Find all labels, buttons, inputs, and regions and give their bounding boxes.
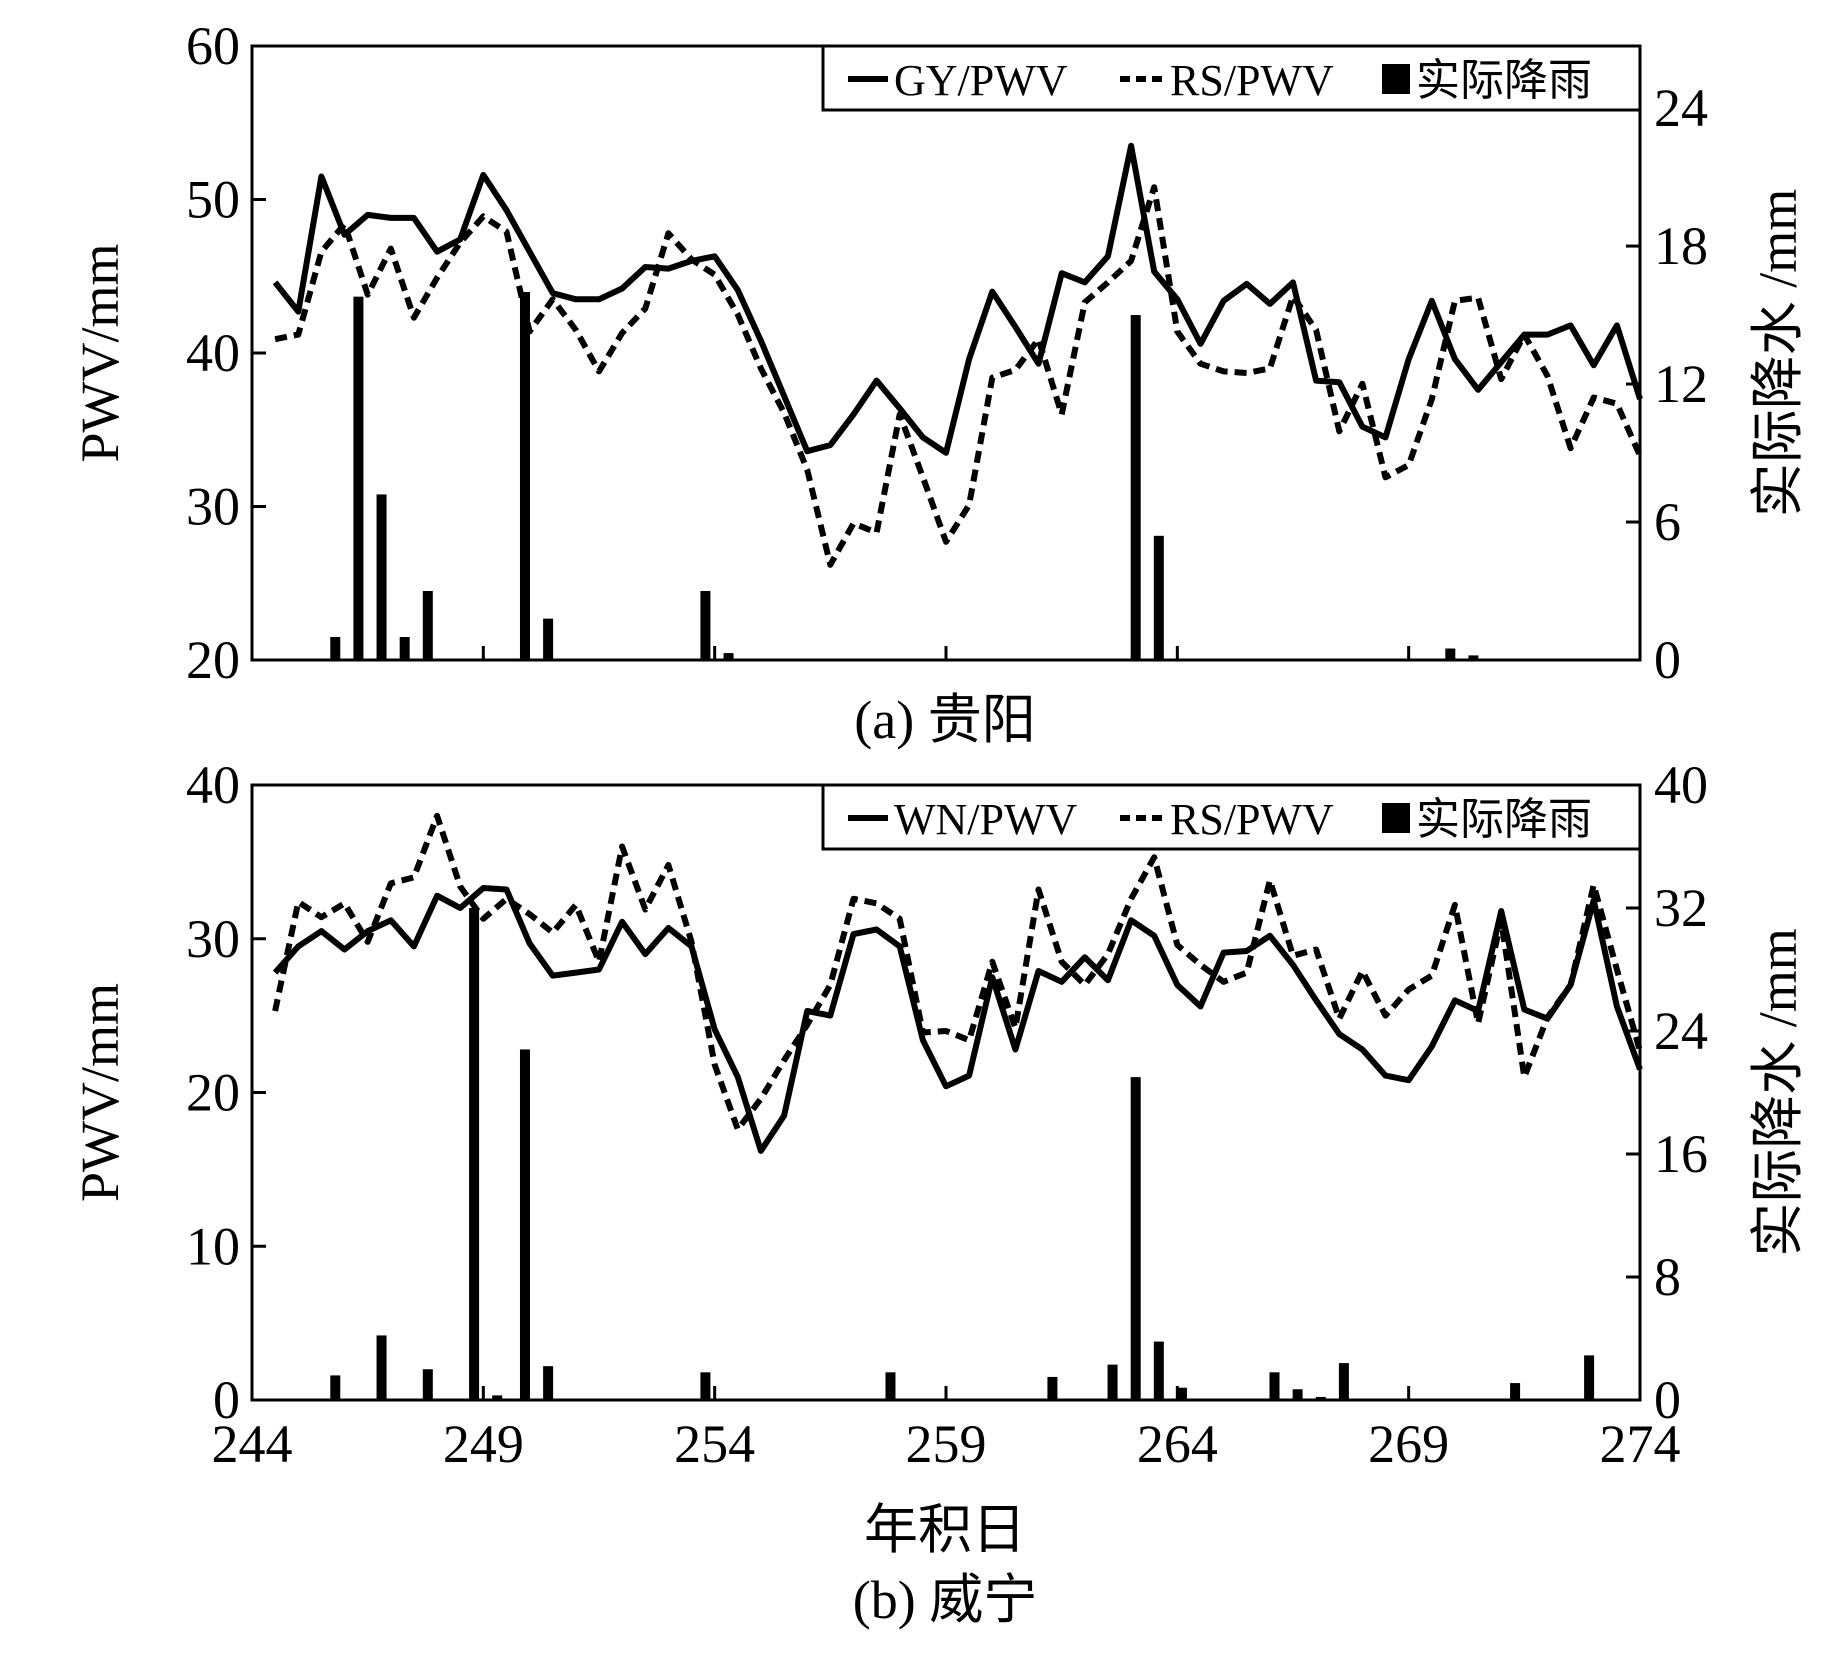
rain-bar	[885, 1372, 896, 1400]
y-left-tick-label: 50	[186, 170, 240, 230]
rain-bar	[1445, 648, 1456, 660]
rain-bar	[1269, 1372, 1280, 1400]
y-right-axis-title: 实际降水 /mm	[1748, 189, 1808, 518]
legend-swatch-bar	[1382, 64, 1410, 94]
rain-bar	[1176, 1387, 1187, 1400]
rain-bar	[700, 591, 711, 660]
series-line-rs-pwv	[274, 184, 1643, 568]
rain-bar	[422, 1369, 433, 1400]
x-tick-label: 269	[1368, 1414, 1449, 1474]
y-left-tick-label: 20	[186, 1063, 240, 1123]
legend-label: WN/PWV	[894, 795, 1078, 844]
y-right-tick-label: 0	[1654, 630, 1681, 690]
rain-bar	[1338, 1363, 1349, 1400]
y-left-tick-label: 40	[186, 323, 240, 383]
legend-label: RS/PWV	[1170, 56, 1334, 105]
x-tick-label: 244	[212, 1414, 293, 1474]
rain-bar	[700, 1372, 711, 1400]
x-tick-label: 264	[1137, 1414, 1218, 1474]
y-left-tick-label: 10	[186, 1216, 240, 1276]
rain-bar	[1130, 315, 1141, 660]
plot-frame	[250, 44, 1642, 662]
rain-bar	[469, 908, 480, 1400]
y-right-tick-label: 24	[1654, 78, 1708, 138]
rain-bar	[1107, 1364, 1118, 1400]
legend-label: RS/PWV	[1170, 795, 1334, 844]
rain-bar	[543, 1366, 554, 1400]
rain-bar	[723, 653, 734, 660]
rain-bar	[519, 292, 530, 660]
rain-bar	[1584, 1355, 1595, 1400]
y-right-tick-label: 8	[1654, 1247, 1681, 1307]
y-left-tick-label: 30	[186, 477, 240, 537]
panel-caption: (b) 威宁	[853, 1570, 1037, 1630]
x-tick-label: 274	[1600, 1414, 1681, 1474]
rain-bar	[1510, 1383, 1521, 1400]
legend-label: 实际降雨	[1416, 795, 1592, 844]
y-right-tick-label: 24	[1654, 1001, 1708, 1061]
series-line-gy-pwv	[272, 142, 1643, 456]
y-left-tick-label: 20	[186, 630, 240, 690]
x-tick-label: 259	[906, 1414, 987, 1474]
panel-b: 0 10 20 30 40 0 8 16 24 32 40 PWV/mm 实际降水 /mm WN/PWV R…	[70, 755, 1808, 1630]
y-right-axis-title: 实际降水 /mm	[1748, 928, 1808, 1257]
rain-bar	[330, 637, 341, 660]
legend-box	[821, 783, 1642, 851]
rain-bar	[422, 591, 433, 660]
y-right-tick-label: 0	[1654, 1370, 1681, 1430]
legend-label: GY/PWV	[894, 56, 1068, 105]
rain-bar	[1130, 1077, 1141, 1400]
rain-bar	[543, 618, 554, 660]
series-line-wn-pwv	[272, 885, 1643, 1154]
legend-swatch-bar	[1382, 803, 1410, 833]
y-right-tick-label: 40	[1654, 755, 1708, 815]
panel-a: 20 30 40 50 60 0 6 12 18 24 PWV/mm 实际降水 /mm GY/PWV RS…	[70, 16, 1808, 750]
y-right-tick-label: 6	[1654, 492, 1681, 552]
rain-bar	[1153, 1341, 1164, 1400]
rain-bar	[1292, 1389, 1303, 1400]
y-left-tick-label: 0	[213, 1370, 240, 1430]
rain-bar	[1153, 535, 1164, 660]
rain-bar	[519, 1049, 530, 1400]
rain-bar	[1315, 1396, 1326, 1400]
panel-caption: (a) 贵阳	[854, 690, 1035, 750]
rain-bar	[353, 296, 364, 660]
y-left-tick-label: 30	[186, 909, 240, 969]
x-tick-label: 254	[674, 1414, 755, 1474]
rain-bar	[376, 1335, 387, 1400]
y-right-tick-label: 32	[1654, 878, 1708, 938]
y-left-axis-title: PWV/mm	[70, 983, 130, 1202]
series-line-rs-pwv	[272, 812, 1643, 1133]
y-right-tick-label: 16	[1654, 1124, 1708, 1184]
y-right-tick-label: 12	[1654, 354, 1708, 414]
y-right-tick-label: 18	[1654, 216, 1708, 276]
rain-bar	[1468, 655, 1479, 660]
rain-bar	[492, 1395, 503, 1400]
x-axis-title: 年积日	[864, 1500, 1026, 1560]
y-left-tick-label: 40	[186, 755, 240, 815]
y-left-axis-title: PWV/mm	[70, 243, 130, 462]
legend-box	[821, 44, 1642, 112]
y-left-tick-label: 60	[186, 16, 240, 76]
rain-bar	[399, 637, 410, 660]
rain-bar	[330, 1375, 341, 1400]
rain-bar	[376, 494, 387, 660]
shared-x-axis: 244 249 254 259 264 269 274	[212, 646, 1681, 1474]
legend-label: 实际降雨	[1416, 56, 1592, 105]
x-tick-label: 249	[443, 1414, 524, 1474]
rain-bar	[1047, 1376, 1058, 1400]
